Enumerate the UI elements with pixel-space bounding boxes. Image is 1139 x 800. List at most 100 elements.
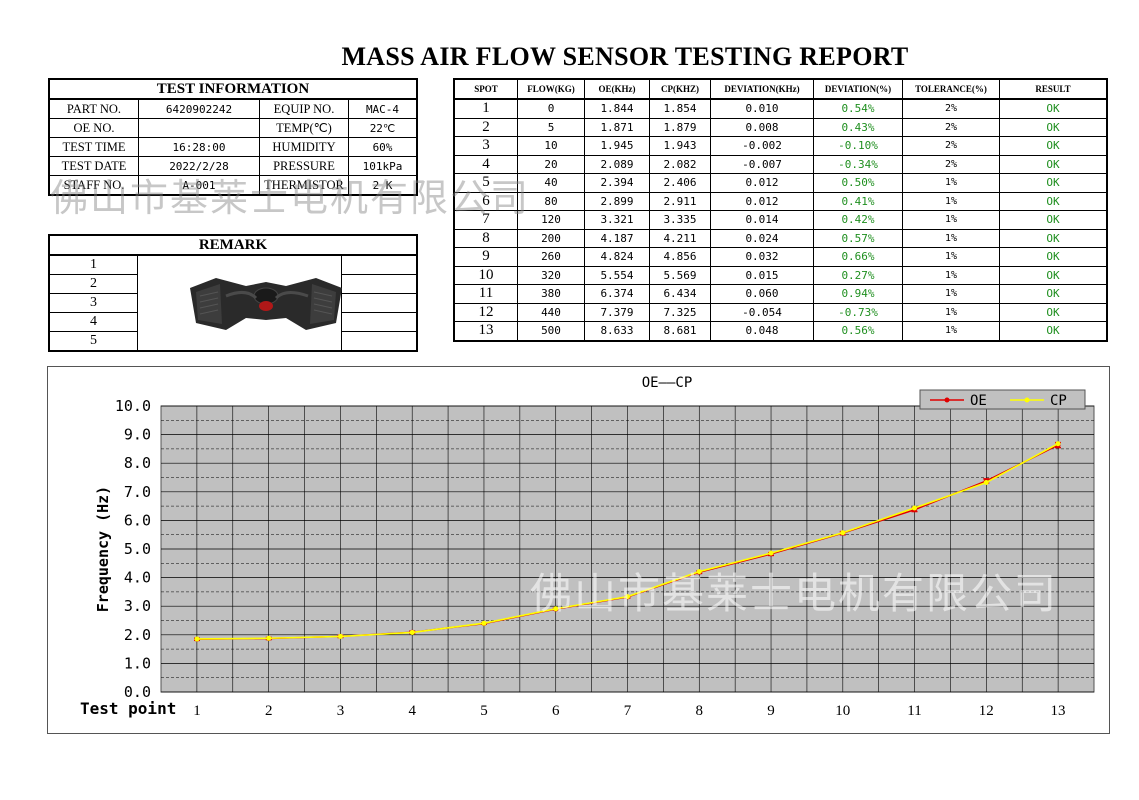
spot-table-header-row: SPOT FLOW(KG) OE(KHz) CP(KHZ) DEVIATION(KHz)… bbox=[453, 78, 1108, 100]
spot-cell: 1.844 bbox=[584, 98, 650, 119]
spot-cell: 2.089 bbox=[584, 154, 650, 174]
spot-column-header: FLOW(KG) bbox=[517, 78, 585, 100]
y-axis-label: Frequency (Hz) bbox=[94, 486, 112, 612]
spot-cell: 260 bbox=[517, 247, 585, 267]
legend-swatch-marker bbox=[1024, 397, 1030, 403]
spot-cell: 11 bbox=[453, 284, 518, 304]
info-value: 2022/2/28 bbox=[138, 156, 260, 176]
legend-label: CP bbox=[1050, 393, 1067, 409]
info-value: 6420902242 bbox=[138, 98, 260, 119]
spot-cell: 380 bbox=[517, 284, 585, 304]
spot-cell: 0.015 bbox=[710, 265, 814, 285]
spot-cell: 4.856 bbox=[649, 247, 711, 267]
spot-cell: 1% bbox=[902, 321, 1000, 341]
info-label: STAFF NO. bbox=[48, 175, 139, 196]
spot-cell: 0.024 bbox=[710, 228, 814, 248]
spot-row: 2 5 1.871 1.879 0.008 0.43% 2% OK bbox=[453, 117, 1108, 137]
spot-cell: OK bbox=[999, 210, 1108, 230]
spot-cell: 2 bbox=[453, 117, 518, 137]
x-tick-label: 10 bbox=[835, 703, 850, 719]
spot-cell: -0.002 bbox=[710, 136, 814, 156]
spot-cell: 1% bbox=[902, 210, 1000, 230]
spot-cell: 0 bbox=[517, 98, 585, 119]
spot-cell: -0.10% bbox=[813, 136, 903, 156]
info-label: EQUIP NO. bbox=[259, 98, 349, 119]
remark-number: 5 bbox=[48, 331, 139, 352]
spot-cell: 1.943 bbox=[649, 136, 711, 156]
spot-cell: 1% bbox=[902, 173, 1000, 193]
data-point-cp bbox=[409, 629, 415, 635]
spot-cell: 2.394 bbox=[584, 173, 650, 193]
info-label: PART NO. bbox=[48, 98, 139, 119]
spot-cell: 0.014 bbox=[710, 210, 814, 230]
spot-cell: -0.054 bbox=[710, 302, 814, 322]
spot-column-header: TOLERANCE(%) bbox=[902, 78, 1000, 100]
spot-cell: 2% bbox=[902, 117, 1000, 137]
spot-row: 9 260 4.824 4.856 0.032 0.66% 1% OK bbox=[453, 247, 1108, 267]
remark-note bbox=[340, 274, 418, 294]
spot-cell: 80 bbox=[517, 191, 585, 211]
info-row: PART NO. 6420902242 EQUIP NO. MAC-4 bbox=[48, 98, 418, 119]
spot-cell: 2.406 bbox=[649, 173, 711, 193]
spot-cell: OK bbox=[999, 284, 1108, 304]
data-point-cp bbox=[983, 480, 989, 486]
data-point-cp bbox=[768, 550, 774, 556]
data-point-cp bbox=[338, 633, 343, 639]
x-tick-label: 4 bbox=[409, 703, 417, 719]
y-tick-label: 10.0 bbox=[115, 397, 151, 415]
spot-cell: 0.048 bbox=[710, 321, 814, 341]
remark-number: 2 bbox=[48, 274, 139, 294]
y-tick-label: 3.0 bbox=[124, 597, 151, 615]
spot-cell: 2.911 bbox=[649, 191, 711, 211]
spot-cell: -0.007 bbox=[710, 154, 814, 174]
info-value: 16:28:00 bbox=[138, 137, 260, 157]
spot-column-header: DEVIATION(%) bbox=[813, 78, 903, 100]
spot-cell: 5 bbox=[517, 117, 585, 137]
x-tick-label: 3 bbox=[337, 703, 345, 719]
spot-cell: 0.54% bbox=[813, 98, 903, 119]
spot-cell: 3 bbox=[453, 136, 518, 156]
y-tick-label: 8.0 bbox=[124, 454, 151, 472]
spot-cell: 0.66% bbox=[813, 247, 903, 267]
remark-number: 4 bbox=[48, 312, 139, 332]
spot-cell: 4.211 bbox=[649, 228, 711, 248]
x-tick-label: 2 bbox=[265, 703, 273, 719]
spot-cell: 0.43% bbox=[813, 117, 903, 137]
spot-cell: OK bbox=[999, 191, 1108, 211]
remark-note bbox=[340, 254, 418, 275]
info-value bbox=[138, 118, 260, 138]
spot-cell: OK bbox=[999, 321, 1108, 341]
y-tick-label: 0.0 bbox=[124, 683, 151, 701]
info-label: HUMIDITY bbox=[259, 137, 349, 157]
spot-row: 7 120 3.321 3.335 0.014 0.42% 1% OK bbox=[453, 210, 1108, 230]
spot-row: 5 40 2.394 2.406 0.012 0.50% 1% OK bbox=[453, 173, 1108, 193]
spot-cell: 0.56% bbox=[813, 321, 903, 341]
spot-cell: 9 bbox=[453, 247, 518, 267]
spot-cell: 3.321 bbox=[584, 210, 650, 230]
remark-row: 4 bbox=[48, 312, 418, 332]
spot-cell: 0.42% bbox=[813, 210, 903, 230]
test-information-heading: TEST INFORMATION bbox=[48, 78, 418, 100]
info-value: 101kPa bbox=[348, 156, 418, 176]
spot-cell: OK bbox=[999, 302, 1108, 322]
y-tick-label: 9.0 bbox=[124, 426, 151, 444]
spot-cell: 2.899 bbox=[584, 191, 650, 211]
spot-cell: 13 bbox=[453, 321, 518, 341]
data-point-cp bbox=[266, 635, 272, 641]
spot-cell: OK bbox=[999, 265, 1108, 285]
spot-cell: 1% bbox=[902, 228, 1000, 248]
legend-swatch-marker bbox=[944, 397, 950, 403]
spot-cell: 0.032 bbox=[710, 247, 814, 267]
remark-note bbox=[340, 293, 418, 313]
spot-row: 4 20 2.089 2.082 -0.007 -0.34% 2% OK bbox=[453, 154, 1108, 174]
x-tick-label: 6 bbox=[552, 703, 560, 719]
watermark-text: 佛山市基莱士电机有限公司 bbox=[50, 176, 531, 220]
info-row: TEST DATE 2022/2/28 PRESSURE 101kPa bbox=[48, 156, 418, 176]
spot-cell: 1% bbox=[902, 191, 1000, 211]
spot-row: 12 440 7.379 7.325 -0.054 -0.73% 1% OK bbox=[453, 302, 1108, 322]
spot-cell: 1.871 bbox=[584, 117, 650, 137]
info-label: TEST TIME bbox=[48, 137, 139, 157]
info-label: PRESSURE bbox=[259, 156, 349, 176]
spot-cell: 6.374 bbox=[584, 284, 650, 304]
spot-row: 8 200 4.187 4.211 0.024 0.57% 1% OK bbox=[453, 228, 1108, 248]
